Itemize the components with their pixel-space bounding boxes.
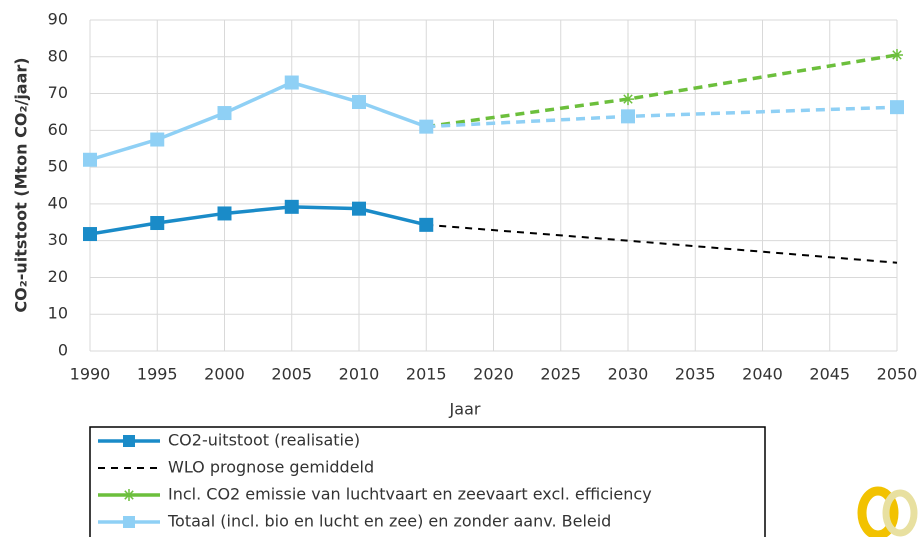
y-tick-label: 70 bbox=[48, 83, 68, 102]
marker bbox=[150, 132, 165, 147]
y-tick-label: 60 bbox=[48, 120, 68, 139]
marker bbox=[891, 48, 903, 61]
x-tick-label: 1995 bbox=[137, 365, 178, 384]
y-tick-label: 40 bbox=[48, 193, 68, 212]
y-axis-label: CO₂-uitstoot (Mton CO₂/jaar) bbox=[12, 57, 31, 312]
x-tick-label: 1990 bbox=[70, 365, 111, 384]
legend-label: Incl. CO2 emissie van luchtvaart en zeev… bbox=[168, 485, 652, 504]
marker bbox=[150, 216, 165, 231]
y-tick-label: 80 bbox=[48, 46, 68, 65]
x-tick-label: 2045 bbox=[809, 365, 850, 384]
x-tick-label: 2025 bbox=[540, 365, 581, 384]
x-tick-label: 2005 bbox=[271, 365, 312, 384]
x-tick-label: 2010 bbox=[339, 365, 380, 384]
legend-label: Totaal (incl. bio en lucht en zee) en zo… bbox=[167, 512, 611, 531]
x-tick-label: 2015 bbox=[406, 365, 447, 384]
x-tick-label: 2000 bbox=[204, 365, 245, 384]
y-tick-label: 90 bbox=[48, 10, 68, 29]
marker bbox=[123, 489, 135, 501]
marker bbox=[217, 106, 232, 121]
y-tick-label: 50 bbox=[48, 157, 68, 176]
marker bbox=[419, 119, 434, 134]
marker bbox=[83, 152, 97, 167]
marker bbox=[621, 109, 635, 124]
x-tick-label: 2030 bbox=[608, 365, 649, 384]
marker bbox=[352, 201, 366, 216]
legend-label: WLO prognose gemiddeld bbox=[168, 458, 374, 477]
series-line bbox=[426, 223, 898, 264]
marker bbox=[217, 206, 232, 221]
series-line bbox=[426, 53, 898, 129]
marker bbox=[352, 95, 366, 110]
y-tick-label: 20 bbox=[48, 267, 68, 286]
series-line bbox=[426, 105, 898, 129]
marker bbox=[419, 217, 434, 232]
marker bbox=[622, 93, 634, 106]
series-line bbox=[89, 205, 427, 236]
x-tick-label: 2040 bbox=[742, 365, 783, 384]
marker bbox=[284, 75, 299, 90]
series-line bbox=[89, 80, 427, 162]
marker bbox=[123, 516, 135, 528]
y-tick-label: 10 bbox=[48, 304, 68, 323]
marker bbox=[890, 100, 904, 115]
marker bbox=[284, 199, 299, 214]
logo bbox=[857, 486, 918, 537]
legend-box bbox=[89, 426, 766, 537]
x-axis-label: Jaar bbox=[449, 400, 481, 419]
x-tick-label: 2035 bbox=[675, 365, 716, 384]
x-tick-label: 2050 bbox=[877, 365, 918, 384]
legend-label: CO2-uitstoot (realisatie) bbox=[168, 431, 360, 450]
marker bbox=[83, 227, 97, 242]
x-tick-label: 2020 bbox=[473, 365, 514, 384]
y-tick-label: 0 bbox=[58, 341, 68, 360]
y-tick-label: 30 bbox=[48, 230, 68, 249]
marker bbox=[123, 435, 135, 447]
